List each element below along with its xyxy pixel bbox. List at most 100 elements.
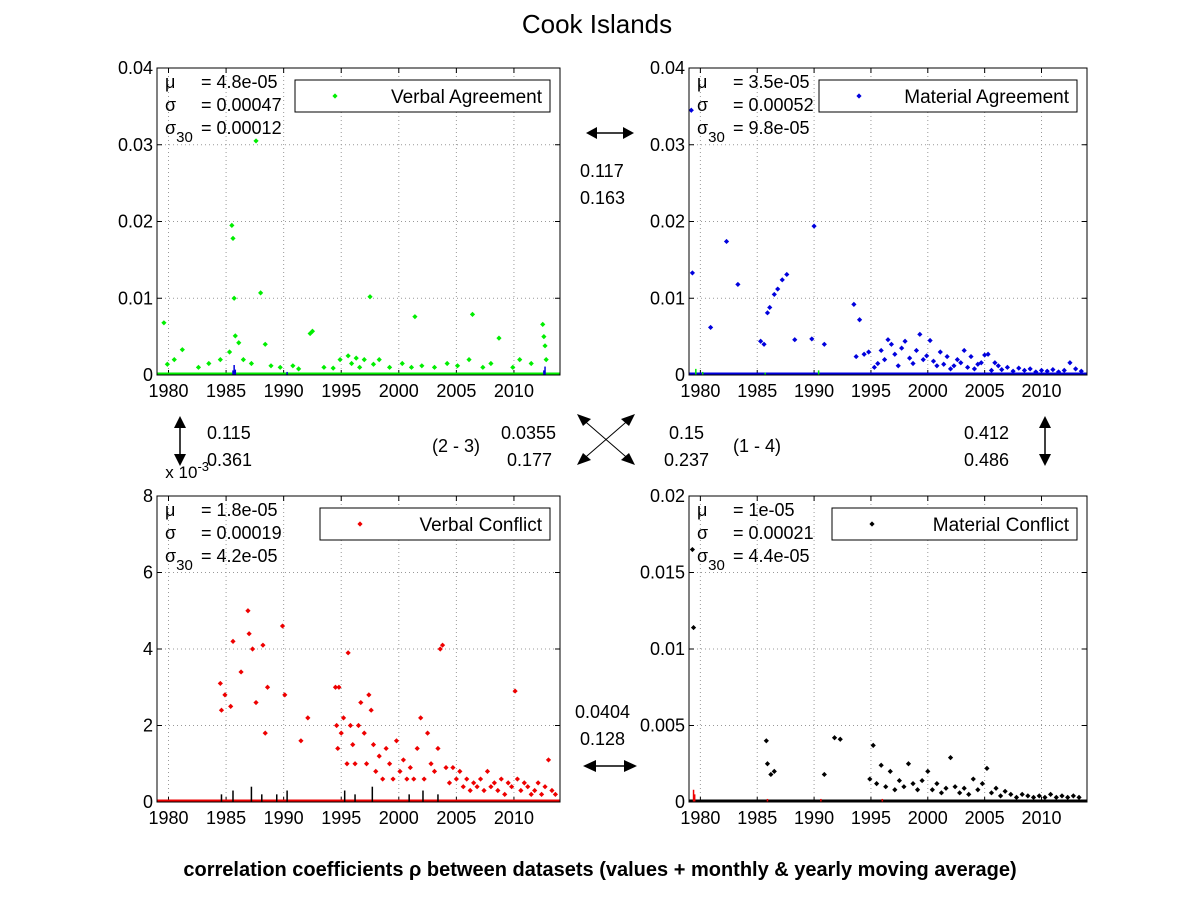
data-point (355, 722, 362, 729)
data-point (368, 707, 374, 713)
data-point (957, 790, 963, 796)
y-tick-label: 0 (143, 792, 153, 812)
arrow-right-head-up (1039, 416, 1051, 428)
corr-right-value-2: 0.486 (964, 450, 1009, 470)
data-point (477, 776, 484, 782)
data-point (421, 776, 427, 782)
data-point (999, 367, 1005, 373)
data-point (1048, 791, 1054, 797)
data-point (179, 347, 185, 353)
corr-left-value-2: 0.361 (207, 450, 252, 470)
data-point (264, 684, 271, 690)
data-point (821, 771, 827, 778)
data-point (439, 642, 446, 648)
data-point (332, 684, 339, 690)
data-point (1053, 794, 1059, 801)
plot-area (157, 496, 560, 802)
data-point (437, 646, 443, 652)
data-point (958, 360, 964, 366)
data-point (419, 363, 425, 369)
data-point (885, 337, 891, 343)
data-point (510, 364, 516, 370)
data-point (1038, 367, 1045, 373)
data-point (386, 364, 393, 370)
data-point (352, 761, 358, 767)
data-point (171, 357, 177, 363)
data-point (1042, 794, 1048, 801)
stat-sigma30-value: = 4.4e-05 (733, 546, 810, 566)
data-point (771, 768, 777, 774)
data-point (481, 787, 487, 794)
data-point (509, 784, 515, 790)
data-point (428, 761, 434, 767)
y-tick-label: 0.03 (650, 135, 685, 155)
data-point (934, 363, 940, 369)
data-point (535, 780, 541, 786)
data-point (975, 787, 981, 793)
legend-label: Material Conflict (933, 515, 1070, 536)
data-point (258, 290, 264, 296)
legend-label: Material Agreement (904, 87, 1069, 108)
stat-sigma-symbol: σ (697, 95, 708, 115)
data-point (895, 363, 901, 369)
data-point (469, 311, 476, 317)
data-point (809, 336, 815, 342)
data-point (348, 360, 355, 367)
data-point (390, 776, 396, 782)
data-point (444, 360, 450, 367)
plot-area (689, 496, 1087, 802)
y-tick-label: 2 (143, 716, 153, 736)
x-tick-label: 2000 (379, 808, 419, 828)
data-point (518, 787, 524, 794)
corr-top-value-1: 0.117 (580, 161, 624, 181)
data-point (1008, 791, 1014, 797)
data-point (418, 715, 424, 721)
data-point (367, 294, 373, 300)
data-point (361, 357, 367, 363)
data-point (370, 361, 377, 367)
data-point (938, 790, 945, 796)
sigma-glyph: σ (697, 118, 708, 138)
x-tick-label: 1990 (794, 381, 834, 401)
data-point (952, 784, 958, 790)
arrow-diag-head-br (621, 453, 635, 465)
y-tick-label: 0.01 (650, 639, 685, 659)
legend-label: Verbal Conflict (419, 515, 542, 536)
x-tick-label: 2005 (965, 808, 1005, 828)
x-tick-label: 2000 (908, 808, 948, 828)
data-point (336, 684, 342, 690)
data-point (488, 784, 494, 790)
data-point (335, 745, 341, 752)
data-point (443, 764, 449, 771)
data-point (941, 361, 947, 367)
data-point (488, 360, 494, 367)
data-point (779, 277, 785, 283)
data-point (298, 738, 304, 744)
data-point (361, 730, 367, 736)
data-point (1002, 788, 1008, 794)
legend-marker (357, 521, 363, 527)
data-point (761, 341, 767, 347)
data-point (883, 784, 889, 790)
data-point (988, 367, 995, 373)
data-point (262, 341, 268, 347)
data-point (899, 345, 905, 351)
data-point (870, 742, 876, 748)
data-point (514, 776, 520, 782)
data-point (951, 363, 957, 369)
x-tick-label: 1995 (851, 381, 891, 401)
axes-frame (688, 67, 1088, 376)
corr-diag-23-value-1: 0.0355 (501, 423, 556, 443)
data-point (334, 722, 340, 729)
y-tick-label: 0.015 (640, 563, 685, 583)
data-point (474, 784, 480, 790)
corr-diag-14-label: (1 - 4) (733, 436, 781, 456)
arrow-diag-14 (579, 416, 633, 463)
corr-top-value-2: 0.163 (580, 188, 625, 208)
x-tick-label: 2000 (908, 381, 948, 401)
data-point (353, 355, 359, 361)
stat-mu-symbol: μ (165, 500, 175, 520)
data-point (552, 791, 558, 797)
axes-frame (688, 495, 1088, 803)
